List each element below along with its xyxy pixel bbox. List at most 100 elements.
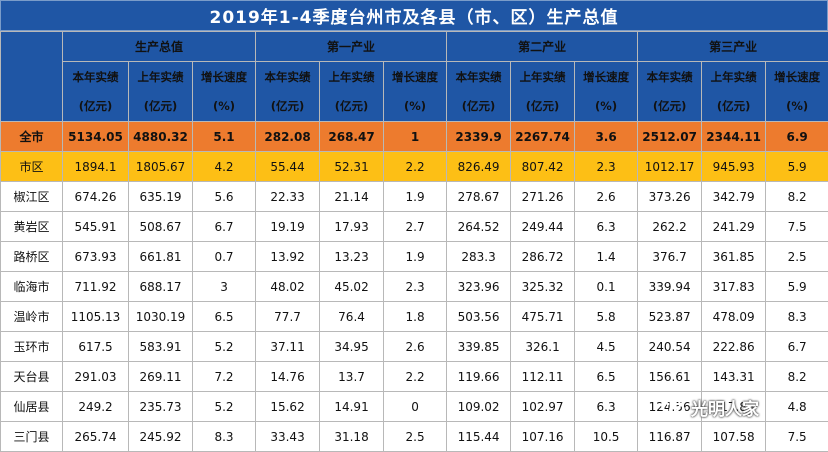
value-cell: 5134.05 — [63, 122, 129, 152]
value-cell: 5.2 — [193, 392, 256, 422]
subheader-label: 本年实绩 — [63, 63, 128, 92]
value-cell: 6.3 — [575, 212, 638, 242]
value-cell: 323.96 — [447, 272, 511, 302]
value-cell: 5.9 — [766, 272, 828, 302]
value-cell: 3 — [193, 272, 256, 302]
value-cell: 6.5 — [575, 362, 638, 392]
value-cell: 265.74 — [63, 422, 129, 452]
value-cell: 2.3 — [575, 152, 638, 182]
value-cell: 545.91 — [63, 212, 129, 242]
group-header-primary: 第一产业 — [256, 32, 447, 62]
value-cell: 31.18 — [320, 422, 384, 452]
group-header-gdp: 生产总值 — [63, 32, 256, 62]
watermark-text: 光明人家 — [691, 395, 759, 420]
value-cell: 2.2 — [384, 362, 447, 392]
value-cell: 1894.1 — [63, 152, 129, 182]
region-name: 三门县 — [1, 422, 63, 452]
subheader-label: 增长速度 — [575, 63, 637, 92]
subheader-cell: 增长速度(%) — [766, 62, 828, 122]
value-cell: 14.91 — [320, 392, 384, 422]
region-name: 全市 — [1, 122, 63, 152]
value-cell: 583.91 — [129, 332, 193, 362]
value-cell: 55.44 — [256, 152, 320, 182]
value-cell: 8.2 — [766, 362, 828, 392]
value-cell: 156.61 — [638, 362, 702, 392]
value-cell: 523.87 — [638, 302, 702, 332]
value-cell: 10.5 — [575, 422, 638, 452]
value-cell: 1 — [384, 122, 447, 152]
value-cell: 711.92 — [63, 272, 129, 302]
value-cell: 8.3 — [193, 422, 256, 452]
value-cell: 0.1 — [575, 272, 638, 302]
value-cell: 7.5 — [766, 422, 828, 452]
corner-cell — [1, 32, 63, 122]
value-cell: 688.17 — [129, 272, 193, 302]
value-cell: 0 — [384, 392, 447, 422]
region-name: 温岭市 — [1, 302, 63, 332]
value-cell: 673.93 — [63, 242, 129, 272]
value-cell: 1.4 — [575, 242, 638, 272]
subheader-cell: 本年实绩(亿元) — [256, 62, 320, 122]
value-cell: 1.9 — [384, 242, 447, 272]
value-cell: 4880.32 — [129, 122, 193, 152]
region-name: 市区 — [1, 152, 63, 182]
value-cell: 4.2 — [193, 152, 256, 182]
value-cell: 33.43 — [256, 422, 320, 452]
value-cell: 475.71 — [511, 302, 575, 332]
value-cell: 508.67 — [129, 212, 193, 242]
subheader-cell: 本年实绩(亿元) — [638, 62, 702, 122]
value-cell: 245.92 — [129, 422, 193, 452]
value-cell: 116.87 — [638, 422, 702, 452]
value-cell: 4.5 — [575, 332, 638, 362]
subheader-label: 增长速度 — [193, 63, 255, 92]
watermark: 光明人家 — [660, 390, 810, 424]
subheader-cell: 上年实绩(亿元) — [129, 62, 193, 122]
value-cell: 674.26 — [63, 182, 129, 212]
value-cell: 19.19 — [256, 212, 320, 242]
value-cell: 1805.67 — [129, 152, 193, 182]
subheader-unit: (亿元) — [256, 92, 319, 121]
value-cell: 2.5 — [766, 242, 828, 272]
value-cell: 17.93 — [320, 212, 384, 242]
value-cell: 240.54 — [638, 332, 702, 362]
value-cell: 325.32 — [511, 272, 575, 302]
value-cell: 15.62 — [256, 392, 320, 422]
value-cell: 2.7 — [384, 212, 447, 242]
value-cell: 271.26 — [511, 182, 575, 212]
value-cell: 2.3 — [384, 272, 447, 302]
value-cell: 2339.9 — [447, 122, 511, 152]
value-cell: 945.93 — [702, 152, 766, 182]
region-name: 仙居县 — [1, 392, 63, 422]
subheader-unit: (%) — [575, 92, 637, 121]
value-cell: 2.6 — [384, 332, 447, 362]
value-cell: 339.85 — [447, 332, 511, 362]
value-cell: 2267.74 — [511, 122, 575, 152]
value-cell: 268.47 — [320, 122, 384, 152]
group-header-tertiary: 第三产业 — [638, 32, 828, 62]
subheader-label: 增长速度 — [384, 63, 446, 92]
value-cell: 13.23 — [320, 242, 384, 272]
value-cell: 2344.11 — [702, 122, 766, 152]
value-cell: 661.81 — [129, 242, 193, 272]
value-cell: 34.95 — [320, 332, 384, 362]
subheader-cell: 上年实绩(亿元) — [320, 62, 384, 122]
region-name: 天台县 — [1, 362, 63, 392]
subheader-cell: 本年实绩(亿元) — [63, 62, 129, 122]
subheader-cell: 上年实绩(亿元) — [511, 62, 575, 122]
value-cell: 222.86 — [702, 332, 766, 362]
table-title: 2019年1-4季度台州市及各县（市、区）生产总值 — [0, 0, 828, 31]
value-cell: 6.7 — [766, 332, 828, 362]
value-cell: 1105.13 — [63, 302, 129, 332]
subheader-label: 增长速度 — [766, 63, 828, 92]
value-cell: 286.72 — [511, 242, 575, 272]
gdp-table: 生产总值 第一产业 第二产业 第三产业 本年实绩(亿元)上年实绩(亿元)增长速度… — [0, 31, 828, 452]
subheader-cell: 增长速度(%) — [384, 62, 447, 122]
value-cell: 112.11 — [511, 362, 575, 392]
value-cell: 342.79 — [702, 182, 766, 212]
region-name: 玉环市 — [1, 332, 63, 362]
